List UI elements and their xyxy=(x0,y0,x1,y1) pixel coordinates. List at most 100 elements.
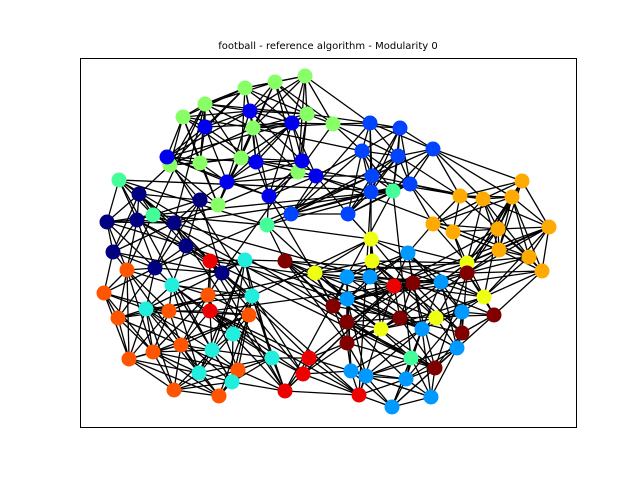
network-edge xyxy=(432,148,513,198)
network-node xyxy=(241,307,257,323)
network-node xyxy=(423,389,439,405)
network-edge xyxy=(482,198,530,258)
network-edge xyxy=(126,269,170,312)
network-edge xyxy=(166,126,206,158)
network-edge xyxy=(371,148,434,177)
network-node xyxy=(245,120,261,136)
network-edge xyxy=(118,179,394,192)
network-edge xyxy=(399,272,468,319)
network-edge xyxy=(483,228,499,298)
network-edge xyxy=(432,148,484,200)
network-edge xyxy=(251,295,286,392)
network-edge xyxy=(511,196,550,228)
network-node xyxy=(398,371,414,387)
network-edge xyxy=(409,183,454,233)
network-node xyxy=(308,168,324,184)
network-node xyxy=(392,120,408,136)
network-node xyxy=(96,285,112,301)
network-node xyxy=(147,260,163,276)
network-node xyxy=(364,253,380,269)
network-node xyxy=(454,304,470,320)
network-node xyxy=(385,183,401,199)
network-edge xyxy=(466,256,530,264)
network-edge xyxy=(106,221,156,269)
network-edge xyxy=(466,226,550,274)
network-node xyxy=(105,244,121,260)
network-edge xyxy=(314,260,373,274)
network-node xyxy=(392,310,408,326)
network-node xyxy=(166,382,182,398)
network-node xyxy=(425,216,441,232)
network-edge xyxy=(166,110,251,158)
network-edge xyxy=(399,317,436,369)
network-edge xyxy=(128,308,147,360)
network-edge xyxy=(291,75,306,124)
network-edge xyxy=(237,369,286,392)
network-edge xyxy=(266,224,372,240)
network-node xyxy=(211,388,227,404)
network-node xyxy=(264,350,280,366)
network-edge xyxy=(221,160,303,274)
network-edge xyxy=(511,196,543,272)
network-edge xyxy=(226,160,303,183)
network-node xyxy=(294,153,310,169)
network-node xyxy=(476,289,492,305)
network-node xyxy=(277,253,293,269)
network-edge xyxy=(252,113,308,129)
network-edge xyxy=(209,260,286,392)
network-edge xyxy=(244,87,293,124)
network-node xyxy=(119,262,135,278)
network-node xyxy=(219,174,235,190)
network-edge xyxy=(173,389,220,397)
network-node xyxy=(414,321,430,337)
network-node xyxy=(363,184,379,200)
network-edge xyxy=(204,110,251,128)
network-node xyxy=(277,383,293,399)
network-node xyxy=(386,278,402,294)
network-edge xyxy=(482,198,550,228)
network-edge xyxy=(497,228,543,272)
network-edge xyxy=(209,285,395,312)
network-edge xyxy=(365,375,432,398)
network-node xyxy=(297,68,313,84)
network-edge xyxy=(173,204,219,224)
network-node xyxy=(445,224,461,240)
network-edge xyxy=(185,245,423,330)
network-edge xyxy=(483,226,550,298)
network-edge xyxy=(409,183,434,225)
network-edge xyxy=(432,196,513,225)
network-edge xyxy=(291,122,317,177)
network-node xyxy=(427,360,443,376)
network-node xyxy=(362,115,378,131)
network-node xyxy=(164,277,180,293)
network-edge xyxy=(302,373,360,396)
network-node xyxy=(225,326,241,342)
network-edge xyxy=(290,155,399,215)
network-node xyxy=(449,340,465,356)
network-edge xyxy=(370,238,437,319)
network-edge xyxy=(226,122,293,183)
network-node xyxy=(259,217,275,233)
network-node xyxy=(261,188,277,204)
network-edge xyxy=(182,110,251,118)
network-edge xyxy=(112,222,175,253)
network-node xyxy=(200,287,216,303)
network-edge xyxy=(434,272,468,369)
network-node xyxy=(129,212,145,228)
network-node xyxy=(145,207,161,223)
network-edge xyxy=(304,75,334,125)
network-edge xyxy=(421,281,442,330)
network-edge xyxy=(302,342,348,375)
network-edge xyxy=(173,190,394,224)
network-edge xyxy=(180,344,239,371)
network-node xyxy=(475,191,491,207)
network-edge xyxy=(498,249,543,272)
network-edge xyxy=(240,87,246,159)
network-edge xyxy=(169,127,254,166)
network-edge xyxy=(290,175,317,215)
network-edge xyxy=(466,198,484,264)
network-node xyxy=(307,265,323,281)
network-node xyxy=(202,253,218,269)
network-edge xyxy=(231,381,286,392)
network-edge xyxy=(302,370,352,375)
